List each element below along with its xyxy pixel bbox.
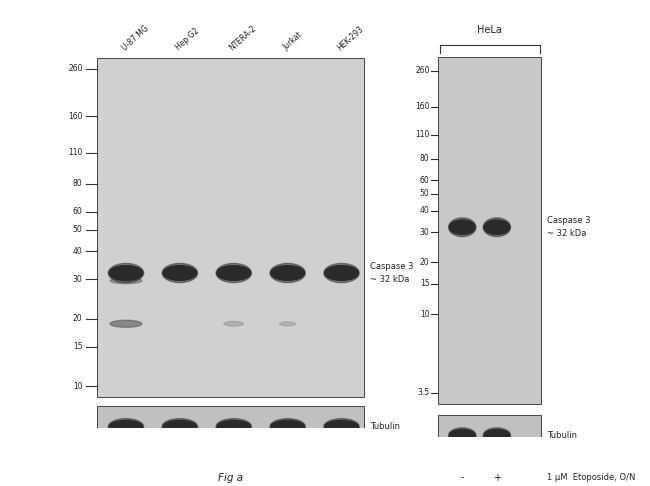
Ellipse shape (324, 418, 359, 435)
Text: U-87 MG: U-87 MG (120, 24, 150, 52)
Ellipse shape (325, 420, 358, 433)
Text: 10: 10 (420, 310, 430, 319)
Ellipse shape (483, 428, 510, 443)
Ellipse shape (270, 418, 306, 435)
Text: 1 μM  Etoposide, O/N: 1 μM Etoposide, O/N (547, 472, 635, 482)
Text: 80: 80 (73, 179, 83, 188)
Text: Caspase 3
~ 32 kDa: Caspase 3 ~ 32 kDa (370, 262, 414, 284)
Text: +: + (493, 472, 501, 483)
Text: Tubulin: Tubulin (370, 422, 400, 431)
Text: 40: 40 (73, 247, 83, 256)
Text: Fig a: Fig a (218, 473, 243, 483)
Text: 80: 80 (420, 154, 430, 163)
Ellipse shape (109, 263, 144, 283)
Text: 15: 15 (73, 342, 83, 351)
Bar (437, 415, 541, 456)
Text: 50: 50 (73, 225, 83, 234)
Ellipse shape (271, 266, 304, 280)
Text: 30: 30 (73, 275, 83, 284)
Ellipse shape (484, 430, 510, 441)
Ellipse shape (109, 418, 144, 435)
Ellipse shape (449, 430, 475, 441)
Ellipse shape (280, 322, 296, 326)
Ellipse shape (449, 220, 475, 234)
Text: 160: 160 (68, 112, 83, 121)
Ellipse shape (325, 266, 358, 280)
Text: 160: 160 (415, 103, 430, 111)
Text: 50: 50 (420, 190, 430, 198)
Ellipse shape (109, 266, 143, 280)
Ellipse shape (217, 266, 250, 280)
Ellipse shape (110, 320, 142, 327)
Ellipse shape (448, 218, 476, 237)
Ellipse shape (163, 266, 197, 280)
Ellipse shape (484, 220, 510, 234)
Ellipse shape (162, 263, 198, 283)
Text: 260: 260 (415, 66, 430, 75)
Text: 3.5: 3.5 (417, 388, 430, 398)
Ellipse shape (216, 263, 252, 283)
Ellipse shape (217, 420, 250, 433)
Text: 20: 20 (420, 258, 430, 267)
Text: Jurkat: Jurkat (281, 31, 304, 52)
Text: Hep G2: Hep G2 (174, 27, 201, 52)
Text: 260: 260 (68, 65, 83, 73)
Ellipse shape (109, 420, 143, 433)
Ellipse shape (224, 321, 244, 326)
Text: 20: 20 (73, 314, 83, 323)
Text: HeLa: HeLa (477, 25, 502, 35)
Text: NTERA-2: NTERA-2 (227, 24, 258, 52)
Text: -: - (461, 472, 464, 483)
Ellipse shape (483, 218, 510, 237)
Text: 30: 30 (420, 227, 430, 237)
Text: 60: 60 (420, 176, 430, 185)
Ellipse shape (110, 278, 142, 284)
Text: 60: 60 (73, 208, 83, 216)
Text: 10: 10 (73, 382, 83, 391)
Text: 110: 110 (415, 130, 430, 139)
Ellipse shape (216, 418, 252, 435)
Bar (97, 58, 364, 397)
Ellipse shape (448, 428, 476, 443)
Ellipse shape (271, 420, 304, 433)
Bar (437, 57, 541, 404)
Text: 40: 40 (420, 206, 430, 215)
Text: Caspase 3
~ 32 kDa: Caspase 3 ~ 32 kDa (547, 216, 590, 238)
Ellipse shape (270, 263, 306, 283)
Ellipse shape (162, 418, 198, 435)
Text: Tubulin: Tubulin (547, 431, 577, 440)
Text: HEK-293: HEK-293 (335, 24, 365, 52)
Text: 15: 15 (420, 279, 430, 288)
Ellipse shape (324, 263, 359, 283)
Text: 110: 110 (68, 148, 83, 157)
Bar (97, 406, 364, 447)
Ellipse shape (163, 420, 197, 433)
